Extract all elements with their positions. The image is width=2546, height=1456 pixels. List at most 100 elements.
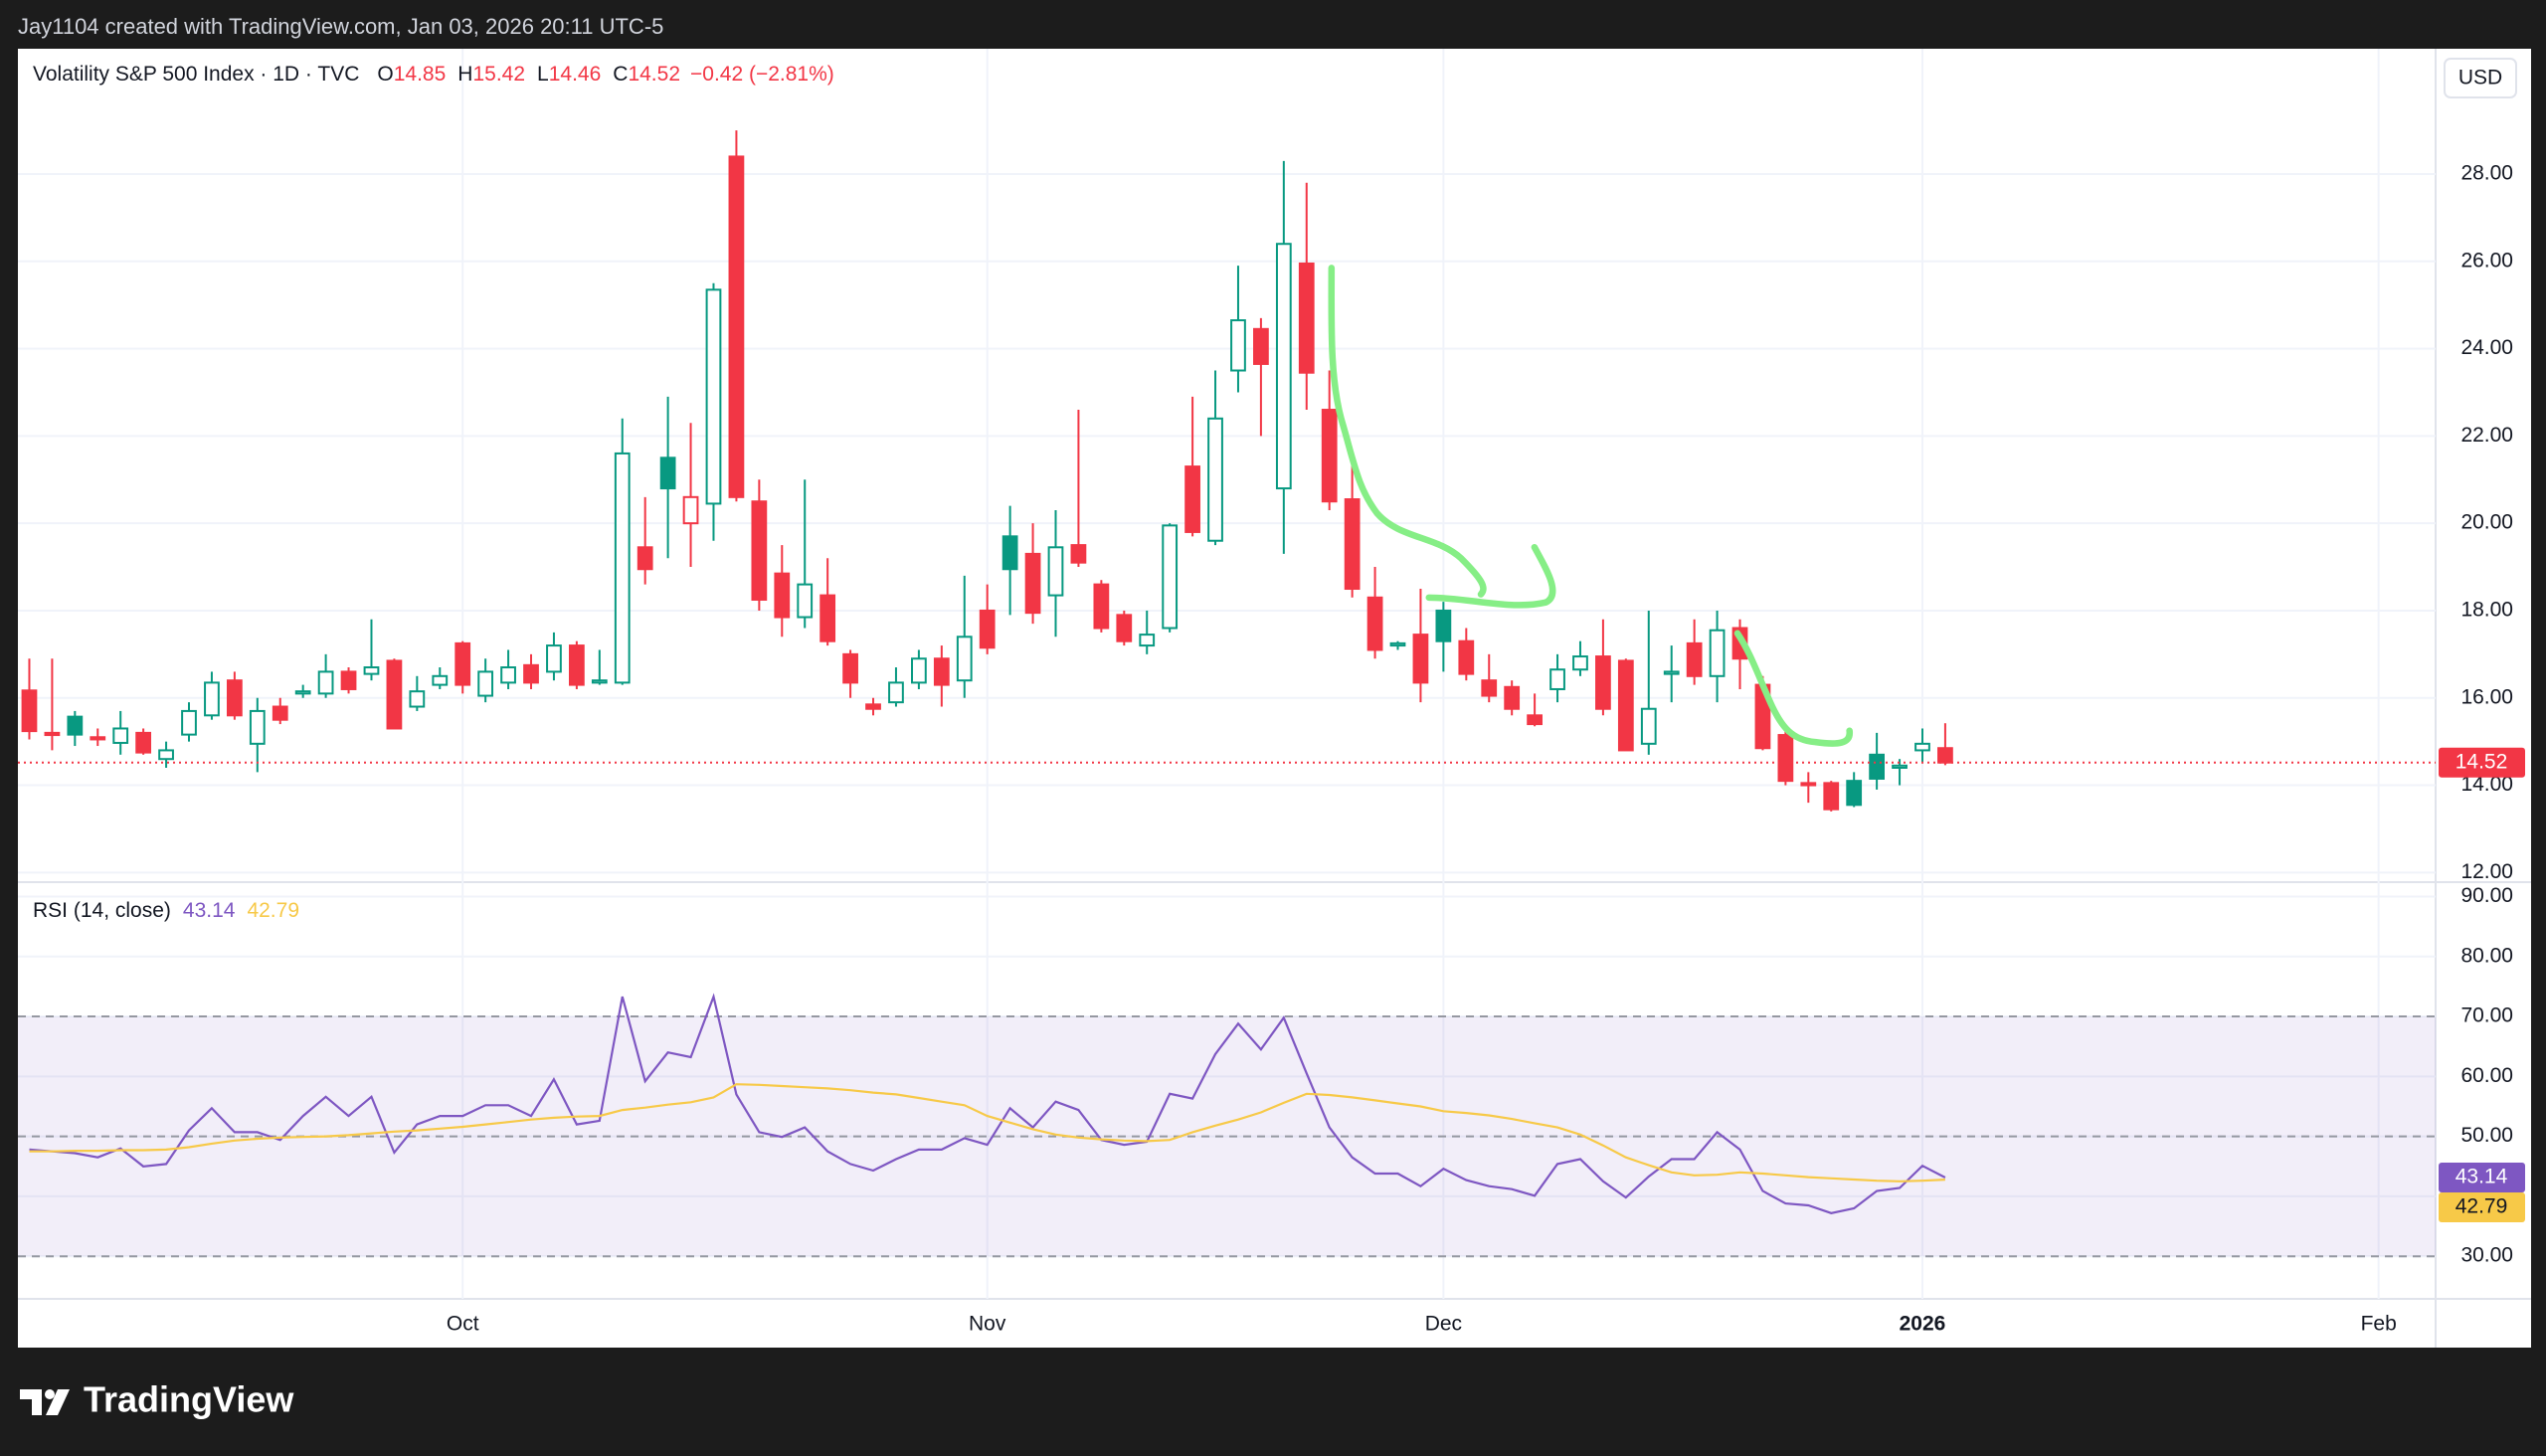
candle-body xyxy=(636,546,653,571)
y-tick-label: 14.00 xyxy=(2460,773,2513,796)
candle-body xyxy=(591,679,608,684)
y-tick-label: 18.00 xyxy=(2460,599,2513,622)
legend-value: 43.14 xyxy=(183,899,236,922)
candle-body xyxy=(1572,655,1588,671)
pane-0 xyxy=(18,130,2436,812)
candle-body xyxy=(614,452,631,684)
x-tick-label: 2026 xyxy=(1900,1313,1946,1336)
annotation-stroke xyxy=(1328,265,1487,598)
candle-body xyxy=(1617,659,1634,752)
last-value-box xyxy=(2439,1191,2525,1222)
candle-body xyxy=(249,709,266,745)
legend-header: Volatility S&P 500 Index · 1D · TVC O14.8… xyxy=(33,63,834,86)
candle-body xyxy=(1412,634,1429,684)
candle-body xyxy=(1846,780,1863,807)
last-value-label: 42.79 xyxy=(2455,1195,2508,1218)
candle-body xyxy=(44,731,61,737)
candle-body xyxy=(1869,753,1885,780)
rsi-title: RSI (14, close) xyxy=(33,899,171,922)
candle-body xyxy=(409,690,426,708)
candle-body xyxy=(1139,634,1156,647)
candle-body xyxy=(659,456,676,490)
ohlc-value: 15.42 xyxy=(472,63,525,86)
x-tick-label: Oct xyxy=(447,1313,479,1336)
y-tick-label: 70.00 xyxy=(2460,1004,2513,1027)
ohlc-label: O xyxy=(377,63,393,86)
candle-body xyxy=(979,609,996,649)
candle-body xyxy=(1686,641,1703,677)
candle-body xyxy=(1162,524,1179,630)
candle-body xyxy=(317,670,334,695)
legend-value: 42.79 xyxy=(247,899,299,922)
candle-body xyxy=(888,681,904,704)
attribution: Jay1104 created with TradingView.com, Ja… xyxy=(18,14,663,39)
x-tick-label: Feb xyxy=(2361,1313,2397,1336)
candle-body xyxy=(1184,465,1200,533)
brand-name: TradingView xyxy=(84,1379,294,1420)
last-price-label: 14.52 xyxy=(2455,750,2508,773)
annotation-stroke xyxy=(1425,543,1556,609)
candle-body xyxy=(1640,707,1657,745)
candle-body xyxy=(751,500,768,601)
grid-layer xyxy=(18,49,2436,1299)
x-tick-label: Nov xyxy=(969,1313,1006,1336)
candle-body xyxy=(1527,714,1543,726)
candle-body xyxy=(67,715,84,736)
annotation-stroke xyxy=(1733,630,1853,747)
candle-body xyxy=(933,657,950,686)
candle-body xyxy=(1275,243,1292,490)
ohlc-label: H xyxy=(457,63,472,86)
candle-body xyxy=(294,690,311,695)
candle-body xyxy=(842,652,858,684)
y-tick-label: 20.00 xyxy=(2460,511,2513,534)
candle-body xyxy=(386,659,403,730)
candle-body xyxy=(1230,319,1246,372)
candle-body xyxy=(135,731,152,754)
candle-body xyxy=(1823,782,1840,811)
candle-body xyxy=(705,288,722,505)
candle-body xyxy=(432,674,449,686)
candle-body xyxy=(1024,552,1041,615)
candle-body xyxy=(1504,685,1521,710)
brand-logo xyxy=(20,1389,70,1415)
candle-body xyxy=(363,666,380,675)
candle-body xyxy=(1253,327,1269,365)
candle-body xyxy=(158,749,174,761)
y-tick-label: 22.00 xyxy=(2460,424,2513,447)
candle-body xyxy=(956,636,973,682)
candle-body xyxy=(569,644,585,686)
candle-body xyxy=(1549,668,1565,690)
ohlc-value: 14.52 xyxy=(628,63,680,86)
logo-shape xyxy=(45,1389,55,1399)
candle-body xyxy=(1001,535,1018,571)
candle-body xyxy=(1070,544,1087,564)
candle-body xyxy=(1595,655,1611,710)
candle-body xyxy=(546,644,562,673)
logo-shape xyxy=(46,1389,70,1415)
x-tick-label: Dec xyxy=(1425,1313,1462,1336)
candle-body xyxy=(523,663,539,684)
y-tick-label: 90.00 xyxy=(2460,884,2513,907)
labels-layer: Oct Nov Dec 2026 Feb 12.00 14.00 16.00 18.00 20.0… xyxy=(33,63,2525,1336)
last-value-box xyxy=(2439,1162,2525,1192)
candle-body xyxy=(1892,764,1908,769)
ohlc-label: L xyxy=(537,63,549,86)
change-label: −0.42 (−2.81%) xyxy=(690,63,834,86)
y-tick-label: 12.00 xyxy=(2460,860,2513,883)
y-tick-label: 30.00 xyxy=(2460,1244,2513,1267)
candle-body xyxy=(181,709,197,736)
candle-body xyxy=(90,736,106,741)
candle-body xyxy=(1435,609,1452,642)
candle-body xyxy=(1481,679,1498,697)
candle-body xyxy=(1937,747,1953,764)
candle-body xyxy=(1321,409,1338,503)
marks-layer xyxy=(18,130,2436,1258)
currency-label[interactable]: USD xyxy=(2458,67,2502,90)
pane-1 xyxy=(18,993,2436,1258)
currency-button[interactable] xyxy=(2444,58,2517,98)
candle-body xyxy=(774,572,791,619)
candle-body xyxy=(272,705,288,721)
ohlc-label: C xyxy=(613,63,628,86)
